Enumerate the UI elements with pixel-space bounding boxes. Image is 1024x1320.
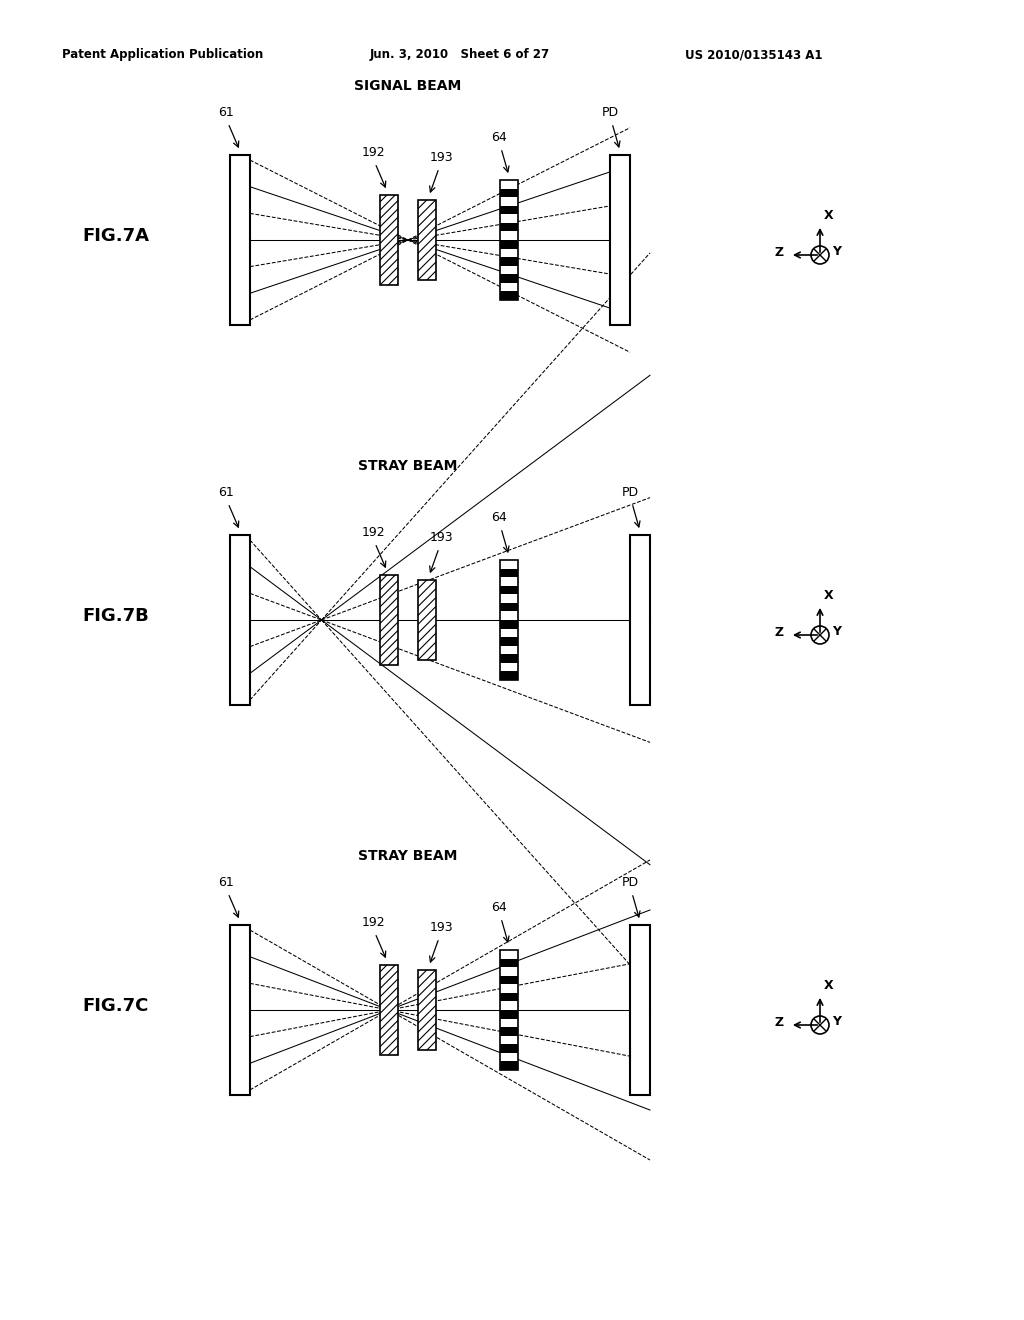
Text: Z: Z [775,1016,784,1030]
Bar [500,292,518,300]
Bar [380,576,398,665]
Text: STRAY BEAM: STRAY BEAM [358,459,458,473]
Bar [630,535,650,705]
Text: X: X [824,979,834,993]
Bar [418,201,436,280]
Text: 192: 192 [361,916,385,929]
Text: 193: 193 [429,921,453,935]
Text: SIGNAL BEAM: SIGNAL BEAM [354,79,462,92]
Text: 193: 193 [429,150,453,164]
Text: 192: 192 [361,525,385,539]
Bar [500,275,518,282]
Bar [380,965,398,1055]
Text: Y: Y [831,624,841,638]
Bar [418,579,436,660]
Bar [380,965,398,1055]
Text: FIG.7B: FIG.7B [82,607,148,624]
Text: 64: 64 [492,131,507,144]
Text: 61: 61 [218,486,233,499]
Text: Y: Y [831,246,841,257]
Text: STRAY BEAM: STRAY BEAM [358,849,458,863]
Text: US 2010/0135143 A1: US 2010/0135143 A1 [685,48,822,61]
Bar [500,189,518,197]
Bar [500,958,518,968]
Bar [500,560,518,680]
Text: Patent Application Publication: Patent Application Publication [62,48,263,61]
Bar [500,950,518,1071]
Text: FIG.7C: FIG.7C [82,997,148,1015]
Text: Z: Z [775,247,784,260]
Text: 64: 64 [492,511,507,524]
Bar [418,970,436,1049]
Bar [500,638,518,645]
Bar [500,1027,518,1036]
Bar [500,1044,518,1053]
Bar [500,603,518,611]
Bar [230,535,250,705]
Bar [418,970,436,1049]
Bar [500,950,518,1071]
Text: 192: 192 [361,147,385,158]
Bar [500,672,518,680]
Text: 193: 193 [429,531,453,544]
Bar [500,1010,518,1019]
Text: X: X [824,589,834,602]
Text: 61: 61 [218,106,233,119]
Bar [380,576,398,665]
Bar [500,655,518,663]
Bar [500,975,518,985]
Bar [230,925,250,1096]
Text: X: X [824,209,834,222]
Bar [500,993,518,1002]
Text: Y: Y [831,1015,841,1028]
Bar [630,925,650,1096]
Bar [500,586,518,594]
Bar [500,180,518,300]
Bar [500,1061,518,1071]
Text: PD: PD [601,106,618,119]
Text: 64: 64 [492,902,507,913]
Text: Jun. 3, 2010   Sheet 6 of 27: Jun. 3, 2010 Sheet 6 of 27 [370,48,550,61]
Bar [500,206,518,214]
Text: 61: 61 [218,876,233,888]
Bar [418,201,436,280]
Text: PD: PD [622,876,639,888]
Bar [418,579,436,660]
Bar [500,240,518,248]
Bar [500,223,518,231]
Bar [500,257,518,265]
Bar [500,180,518,300]
Bar [610,154,630,325]
Text: FIG.7A: FIG.7A [82,227,150,246]
Bar [380,195,398,285]
Text: Z: Z [775,627,784,639]
Bar [230,154,250,325]
Bar [500,569,518,577]
Text: PD: PD [622,486,639,499]
Bar [500,620,518,628]
Bar [500,560,518,680]
Bar [380,195,398,285]
